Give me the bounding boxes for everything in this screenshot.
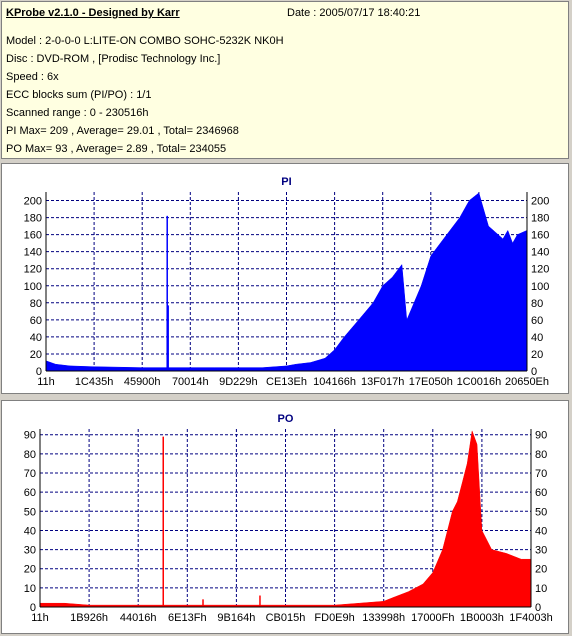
po-ytick-left: 80 (24, 449, 36, 461)
pi-ytick-right: 60 (531, 315, 543, 327)
po-series-area (39, 430, 532, 608)
pi-ytick-right: 100 (531, 281, 549, 293)
pi-chart-panel: PI 0 0 20 20 40 40 60 60 80 80 100 100 120 120 140 140 16… (1, 163, 569, 394)
po-ytick-right: 10 (535, 583, 547, 595)
po-ytick-left: 50 (24, 506, 36, 518)
po-ytick-left: 10 (24, 583, 36, 595)
pi-ytick-left: 20 (30, 349, 42, 361)
po-xtick-label: 9B164h (217, 612, 255, 624)
po-xtick-label: 6E13Fh (168, 612, 207, 624)
po-ytick-right: 30 (535, 545, 547, 557)
pi-xtick-label: 9D229h (219, 376, 258, 388)
po-stats: PO Max= 93 , Average= 2.89 , Total= 2340… (6, 143, 227, 155)
drive-model: Model : 2-0-0-0 L:LITE-ON COMBO SOHC-523… (6, 35, 284, 47)
pi-ytick-left: 40 (30, 332, 42, 344)
pi-ytick-right: 20 (531, 349, 543, 361)
po-ytick-left: 20 (24, 564, 36, 576)
po-xtick-label: 44016h (120, 612, 157, 624)
pi-xtick-label: 1C435h (75, 376, 114, 388)
pi-chart: PI 0 0 20 20 40 40 60 60 80 80 100 100 120 120 140 140 16… (24, 176, 550, 388)
pi-chart-title: PI (281, 176, 291, 188)
scan-range: Scanned range : 0 - 230516h (6, 107, 149, 119)
po-ytick-left: 70 (24, 468, 36, 480)
po-ytick-left: 0 (30, 602, 36, 614)
pi-series-area (45, 192, 528, 372)
po-chart-panel: PO 0 0 10 10 20 20 30 30 40 40 50 50 60 60 70 70 80 80 90 90… (1, 400, 569, 634)
po-ytick-right: 50 (535, 506, 547, 518)
po-xtick-label: 11h (31, 612, 49, 624)
pi-ytick-right: 0 (531, 366, 537, 378)
po-ytick-left: 90 (24, 430, 36, 442)
po-ytick-right: 90 (535, 430, 547, 442)
po-ytick-right: 20 (535, 564, 547, 576)
pi-ytick-left: 200 (24, 196, 42, 208)
pi-ytick-left: 120 (24, 264, 42, 276)
pi-xtick-label: 11h (37, 376, 55, 388)
po-xtick-label: CB015h (266, 612, 306, 624)
pi-xtick-label: 17E050h (409, 376, 453, 388)
po-ytick-right: 80 (535, 449, 547, 461)
po-ytick-right: 60 (535, 487, 547, 499)
po-ytick-left: 60 (24, 487, 36, 499)
pi-ytick-right: 200 (531, 196, 549, 208)
pi-ytick-left: 100 (24, 281, 42, 293)
po-xtick-label: FD0E9h (314, 612, 354, 624)
po-xtick-label: 17000Fh (411, 612, 454, 624)
app-title: KProbe v2.1.0 - Designed by Karr (6, 7, 180, 19)
pi-ytick-left: 180 (24, 213, 42, 225)
po-xtick-label: 1B0003h (460, 612, 504, 624)
po-xtick-label: 1B926h (70, 612, 108, 624)
pi-ytick-left: 80 (30, 298, 42, 310)
pi-ytick-right: 40 (531, 332, 543, 344)
pi-ytick-right: 140 (531, 247, 549, 259)
speed-info: Speed : 6x (6, 71, 59, 83)
pi-ytick-left: 140 (24, 247, 42, 259)
po-xtick-label: 133998h (362, 612, 405, 624)
po-chart: PO 0 0 10 10 20 20 30 30 40 40 50 50 60 60 70 70 80 80 90 90… (24, 413, 553, 624)
po-chart-title: PO (278, 413, 294, 425)
pi-xtick-label: 13F017h (361, 376, 404, 388)
pi-xtick-label: 1C0016h (457, 376, 502, 388)
po-ytick-left: 30 (24, 545, 36, 557)
pi-xtick-label: CE13Eh (266, 376, 307, 388)
po-ytick-right: 40 (535, 525, 547, 537)
disc-info: Disc : DVD-ROM , [Prodisc Technology Inc… (6, 53, 221, 65)
info-panel: KProbe v2.1.0 - Designed by Karr Date : … (1, 1, 569, 159)
pi-ytick-left: 0 (36, 366, 42, 378)
pi-xtick-label: 70014h (172, 376, 209, 388)
ecc-info: ECC blocks sum (PI/PO) : 1/1 (6, 89, 152, 101)
po-ytick-right: 0 (535, 602, 541, 614)
scan-date: Date : 2005/07/17 18:40:21 (287, 7, 421, 19)
po-ytick-right: 70 (535, 468, 547, 480)
pi-xtick-label: 20650Eh (505, 376, 549, 388)
pi-ytick-left: 160 (24, 230, 42, 242)
po-ytick-left: 40 (24, 525, 36, 537)
pi-ytick-right: 120 (531, 264, 549, 276)
pi-xtick-label: 45900h (124, 376, 161, 388)
pi-ytick-right: 80 (531, 298, 543, 310)
pi-ytick-left: 60 (30, 315, 42, 327)
po-xtick-label: 1F4003h (509, 612, 552, 624)
pi-xtick-label: 104166h (313, 376, 356, 388)
pi-ytick-right: 160 (531, 230, 549, 242)
pi-stats: PI Max= 209 , Average= 29.01 , Total= 23… (6, 125, 239, 137)
pi-ytick-right: 180 (531, 213, 549, 225)
